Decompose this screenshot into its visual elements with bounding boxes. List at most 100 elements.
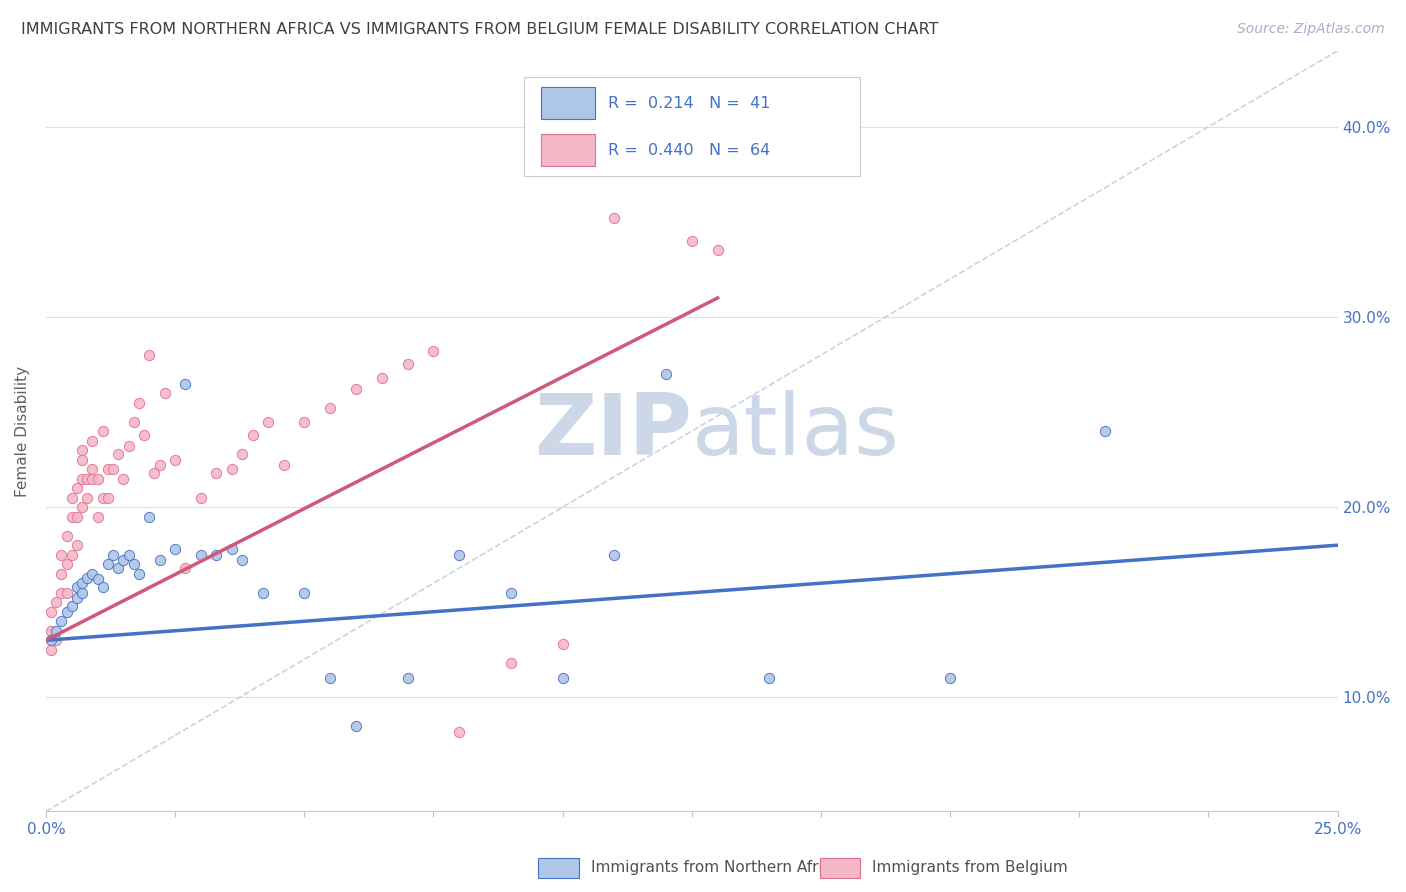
- Point: [396, 358, 419, 372]
- Point: [55, 605, 77, 619]
- Point: [939, 671, 962, 685]
- FancyBboxPatch shape: [541, 135, 595, 166]
- Text: atlas: atlas: [692, 390, 900, 473]
- Point: [344, 382, 367, 396]
- Point: [82, 472, 104, 486]
- Point: [82, 566, 104, 581]
- Point: [149, 458, 172, 473]
- Point: [76, 570, 98, 584]
- FancyBboxPatch shape: [541, 87, 595, 120]
- Point: [344, 719, 367, 733]
- Point: [82, 434, 104, 448]
- Point: [551, 637, 574, 651]
- Point: [231, 447, 253, 461]
- Point: [134, 428, 156, 442]
- Point: [51, 566, 73, 581]
- Point: [292, 415, 315, 429]
- Point: [221, 541, 243, 556]
- Y-axis label: Female Disability: Female Disability: [15, 366, 30, 497]
- Point: [221, 462, 243, 476]
- Point: [143, 466, 166, 480]
- Point: [70, 443, 93, 458]
- Point: [112, 472, 135, 486]
- Point: [273, 458, 295, 473]
- Point: [39, 633, 62, 648]
- Point: [51, 585, 73, 599]
- Point: [706, 244, 728, 258]
- Point: [603, 548, 626, 562]
- Point: [86, 509, 108, 524]
- Point: [319, 671, 342, 685]
- Point: [122, 415, 145, 429]
- Point: [319, 401, 342, 416]
- Point: [107, 447, 129, 461]
- Point: [138, 509, 160, 524]
- Point: [97, 491, 120, 505]
- Point: [449, 548, 471, 562]
- Point: [149, 553, 172, 567]
- Point: [499, 656, 522, 670]
- Text: R =  0.214   N =  41: R = 0.214 N = 41: [607, 95, 770, 111]
- Point: [45, 595, 67, 609]
- Point: [174, 376, 197, 391]
- Point: [82, 462, 104, 476]
- Point: [205, 548, 228, 562]
- Point: [86, 472, 108, 486]
- Point: [292, 585, 315, 599]
- Point: [117, 548, 139, 562]
- Point: [97, 462, 120, 476]
- Point: [55, 558, 77, 572]
- Point: [51, 614, 73, 628]
- Point: [242, 428, 264, 442]
- Point: [153, 386, 176, 401]
- Point: [603, 211, 626, 225]
- Point: [257, 415, 280, 429]
- Point: [655, 367, 678, 381]
- Point: [91, 424, 114, 438]
- Point: [422, 344, 444, 359]
- Text: Source: ZipAtlas.com: Source: ZipAtlas.com: [1237, 22, 1385, 37]
- Point: [138, 348, 160, 362]
- Point: [190, 491, 212, 505]
- Point: [1094, 424, 1116, 438]
- Point: [122, 558, 145, 572]
- Point: [39, 624, 62, 638]
- Point: [60, 509, 83, 524]
- Point: [117, 439, 139, 453]
- Point: [128, 395, 150, 409]
- Point: [66, 591, 89, 606]
- Text: IMMIGRANTS FROM NORTHERN AFRICA VS IMMIGRANTS FROM BELGIUM FEMALE DISABILITY COR: IMMIGRANTS FROM NORTHERN AFRICA VS IMMIG…: [21, 22, 939, 37]
- Point: [51, 548, 73, 562]
- Point: [681, 234, 703, 248]
- Point: [70, 452, 93, 467]
- Point: [66, 481, 89, 495]
- Text: Immigrants from Belgium: Immigrants from Belgium: [872, 860, 1067, 874]
- Point: [190, 548, 212, 562]
- Point: [97, 558, 120, 572]
- Point: [91, 491, 114, 505]
- Point: [45, 633, 67, 648]
- Text: R =  0.440   N =  64: R = 0.440 N = 64: [607, 143, 770, 158]
- Point: [499, 585, 522, 599]
- Point: [70, 472, 93, 486]
- Point: [165, 452, 187, 467]
- Point: [551, 671, 574, 685]
- Point: [101, 548, 124, 562]
- Point: [39, 605, 62, 619]
- Point: [45, 624, 67, 638]
- Point: [107, 561, 129, 575]
- Point: [60, 599, 83, 613]
- Point: [758, 671, 780, 685]
- Point: [66, 580, 89, 594]
- Text: ZIP: ZIP: [534, 390, 692, 473]
- Point: [252, 585, 274, 599]
- Point: [101, 462, 124, 476]
- Point: [371, 371, 394, 385]
- Point: [86, 573, 108, 587]
- Point: [165, 541, 187, 556]
- Point: [70, 585, 93, 599]
- Point: [76, 472, 98, 486]
- Point: [60, 491, 83, 505]
- Point: [231, 553, 253, 567]
- Point: [55, 529, 77, 543]
